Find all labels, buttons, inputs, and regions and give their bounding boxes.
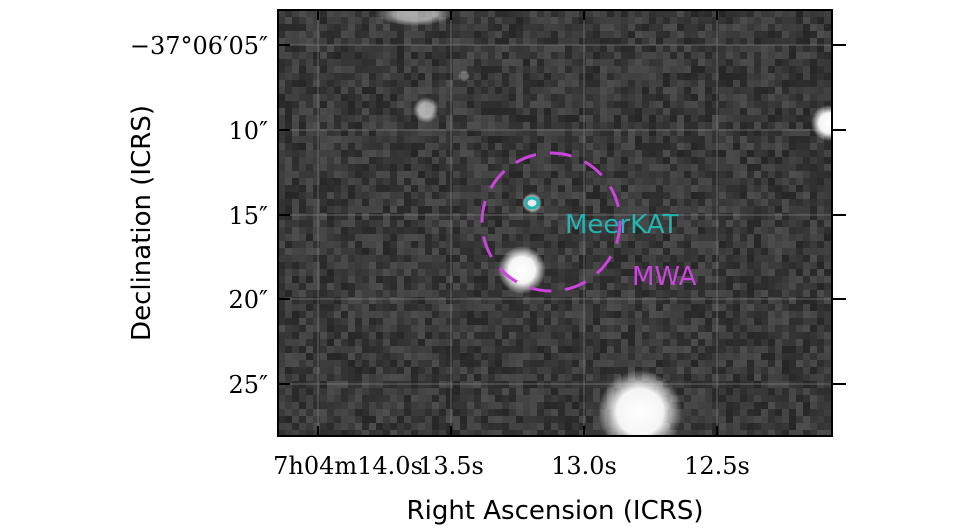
pixel-noise: [278, 10, 832, 436]
source-meerkat-counterpart: [522, 193, 542, 213]
star-top-edge: [377, 10, 453, 26]
plot-frame: [277, 9, 833, 437]
y-tick-label-1: 10″: [228, 117, 268, 145]
coordinate-grid: [278, 10, 832, 436]
y-tick-label-4: 25″: [228, 371, 268, 399]
y-tick-label-0: −37°06′05″: [130, 32, 268, 60]
meerkat-marker: [524, 196, 540, 210]
image-area: [278, 10, 832, 436]
meerkat-label: MeerKAT: [565, 210, 678, 240]
mwa-error-circle: [480, 151, 622, 293]
mwa-label: MWA: [632, 262, 697, 292]
x-axis-title: Right Ascension (ICRS): [407, 496, 704, 526]
star-bright-center: [498, 246, 546, 294]
y-axis-title: Declination (ICRS): [127, 105, 157, 341]
y-tick-label-2: 15″: [228, 202, 268, 230]
x-tick-label-3: 12.5s: [684, 452, 750, 480]
x-tick-label-2: 13.0s: [551, 452, 617, 480]
axis-ticks: [278, 10, 846, 436]
star-faint-small: [458, 70, 470, 82]
x-tick-label-0: 7h04m14.0s: [273, 452, 423, 480]
star-faint-left: [413, 97, 439, 123]
star-right-edge: [811, 105, 832, 141]
star-bright-bottom: [598, 370, 682, 436]
x-tick-label-1: 13.5s: [418, 452, 484, 480]
y-tick-label-3: 20″: [228, 286, 268, 314]
